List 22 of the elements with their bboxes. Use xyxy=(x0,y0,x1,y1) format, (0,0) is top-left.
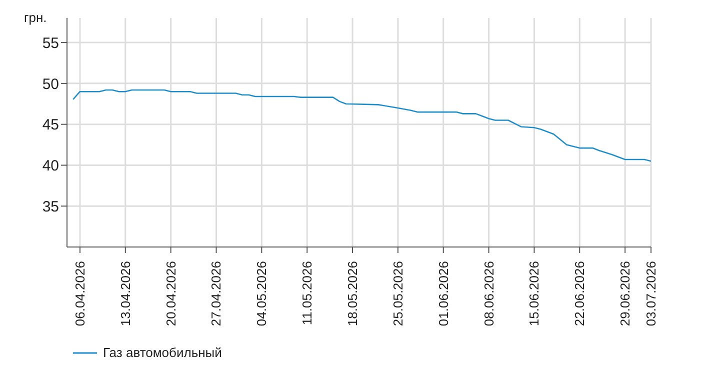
x-tick-label: 13.04.2026 xyxy=(118,261,133,326)
line-series xyxy=(72,89,651,162)
x-tick-label: 18.05.2026 xyxy=(345,261,360,326)
x-tick-label: 08.06.2026 xyxy=(481,261,496,326)
x-tick-label: 06.04.2026 xyxy=(72,261,88,326)
x-tick-label: 20.04.2026 xyxy=(163,261,178,326)
x-tick-label: 15.06.2026 xyxy=(526,261,542,326)
y-tick-label: 40 xyxy=(42,158,59,175)
y-tick-label: 35 xyxy=(42,198,59,216)
x-tick-label: 25.05.2026 xyxy=(390,261,406,326)
x-tick-label: 27.04.2026 xyxy=(208,261,224,326)
y-tick-label: 50 xyxy=(42,76,59,93)
x-tick-label: 04.05.2026 xyxy=(254,261,270,326)
x-tick-label: 11.05.2026 xyxy=(300,261,315,326)
y-tick-label: 45 xyxy=(42,116,59,134)
x-tick-label: 01.06.2026 xyxy=(436,261,451,326)
y-axis-title: грн. xyxy=(24,10,47,25)
x-tick-label: 03.07.2026 xyxy=(644,261,658,326)
y-tick-label: 55 xyxy=(42,34,59,52)
legend-label: Газ автомобильный xyxy=(102,345,222,360)
x-tick-label: 29.06.2026 xyxy=(618,261,633,326)
x-tick-label: 22.06.2026 xyxy=(572,261,588,326)
